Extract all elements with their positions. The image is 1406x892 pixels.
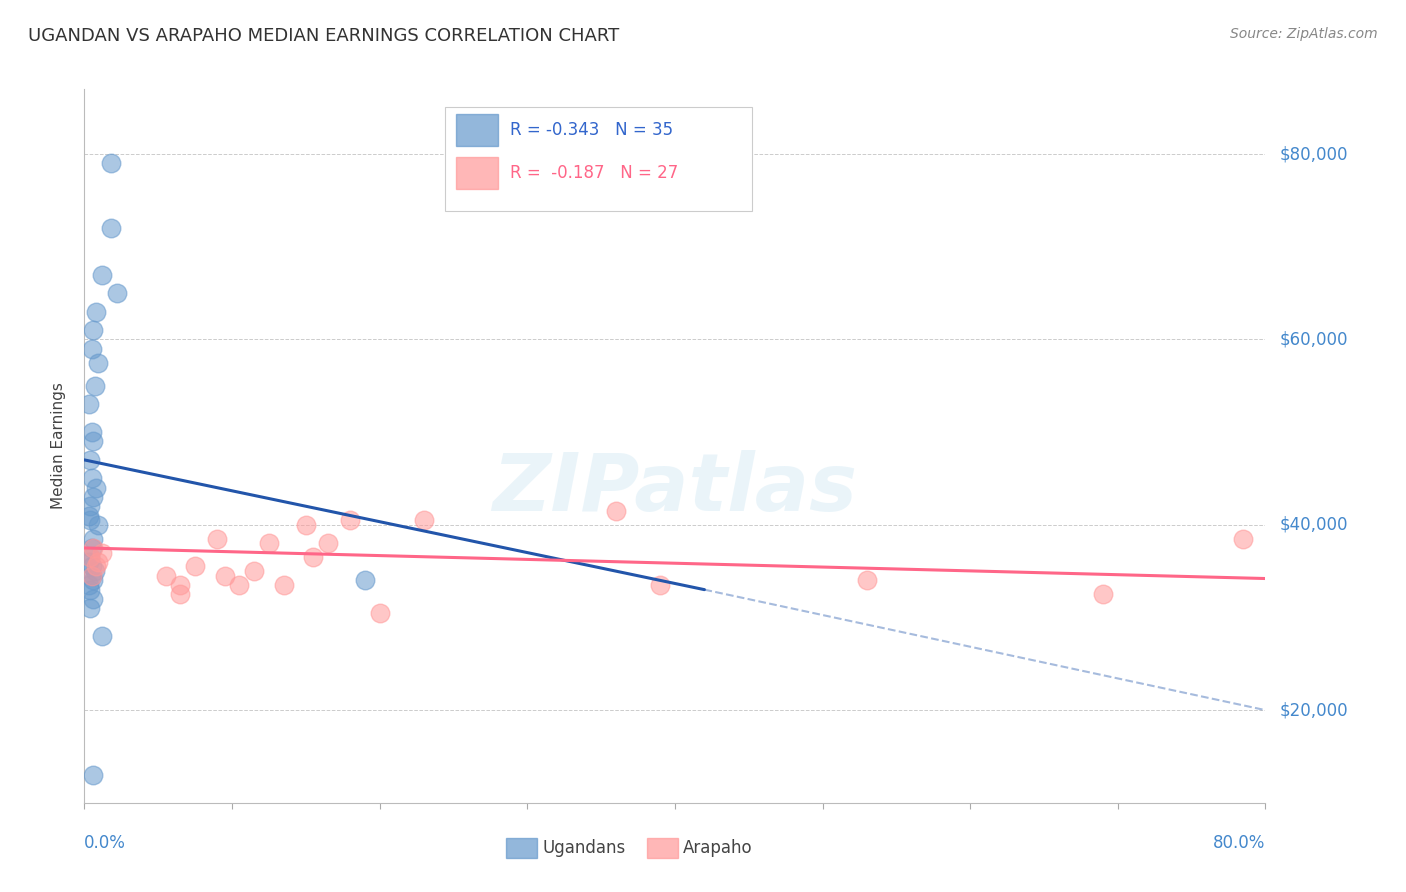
Point — [302, 550, 325, 565]
Point — [82, 541, 104, 555]
Point — [82, 490, 104, 504]
Point — [79, 513, 101, 527]
Text: $80,000: $80,000 — [1279, 145, 1348, 163]
Point — [214, 568, 236, 582]
Point — [105, 286, 128, 301]
Point — [79, 550, 101, 565]
Point — [100, 221, 122, 235]
FancyBboxPatch shape — [444, 107, 752, 211]
Point — [339, 513, 361, 527]
Point — [79, 500, 101, 514]
Point — [79, 453, 101, 467]
Point — [648, 578, 672, 592]
Point — [855, 574, 877, 588]
Point — [354, 574, 377, 588]
Point — [1232, 532, 1254, 546]
Text: R = -0.343   N = 35: R = -0.343 N = 35 — [509, 121, 672, 139]
Point — [79, 601, 101, 615]
Point — [184, 559, 207, 574]
Text: R =  -0.187   N = 27: R = -0.187 N = 27 — [509, 164, 678, 182]
Text: 0.0%: 0.0% — [84, 834, 127, 852]
Text: UGANDAN VS ARAPAHO MEDIAN EARNINGS CORRELATION CHART: UGANDAN VS ARAPAHO MEDIAN EARNINGS CORRE… — [28, 27, 620, 45]
Point — [100, 156, 122, 170]
Text: $40,000: $40,000 — [1279, 516, 1348, 533]
Text: 80.0%: 80.0% — [1213, 834, 1265, 852]
Point — [82, 434, 104, 449]
Point — [82, 591, 104, 606]
Point — [243, 564, 266, 578]
Point — [84, 481, 107, 495]
Point — [77, 578, 100, 592]
Point — [295, 517, 318, 532]
Point — [77, 397, 100, 411]
Point — [79, 550, 101, 565]
Point — [82, 574, 104, 588]
Point — [316, 536, 339, 550]
Point — [79, 582, 101, 597]
Point — [84, 559, 107, 574]
Point — [155, 568, 177, 582]
Point — [368, 606, 391, 620]
Point — [80, 471, 103, 485]
Point — [77, 508, 100, 523]
Point — [86, 555, 108, 569]
Point — [91, 629, 114, 643]
Point — [169, 578, 191, 592]
Point — [86, 517, 108, 532]
Point — [82, 768, 104, 782]
Text: Ugandans: Ugandans — [543, 839, 626, 857]
Point — [1091, 587, 1114, 601]
Point — [83, 564, 105, 578]
Point — [82, 532, 104, 546]
Y-axis label: Median Earnings: Median Earnings — [51, 383, 66, 509]
Text: $60,000: $60,000 — [1279, 330, 1348, 349]
Point — [82, 323, 104, 337]
Point — [80, 425, 103, 439]
Point — [86, 355, 108, 369]
FancyBboxPatch shape — [457, 157, 498, 189]
Point — [80, 568, 103, 582]
Point — [83, 378, 105, 392]
Point — [205, 532, 228, 546]
Point — [80, 568, 103, 582]
Point — [80, 541, 103, 555]
Text: $20,000: $20,000 — [1279, 701, 1348, 719]
Point — [80, 342, 103, 356]
Point — [169, 587, 191, 601]
Text: Arapaho: Arapaho — [683, 839, 754, 857]
Text: Source: ZipAtlas.com: Source: ZipAtlas.com — [1230, 27, 1378, 41]
Point — [228, 578, 250, 592]
Point — [91, 268, 114, 282]
Point — [413, 513, 436, 527]
Text: ZIPatlas: ZIPatlas — [492, 450, 858, 528]
Point — [77, 555, 100, 569]
Point — [605, 504, 627, 518]
Point — [84, 304, 107, 318]
Point — [273, 578, 295, 592]
FancyBboxPatch shape — [457, 114, 498, 146]
Point — [80, 559, 103, 574]
Point — [91, 545, 114, 559]
Point — [257, 536, 280, 550]
